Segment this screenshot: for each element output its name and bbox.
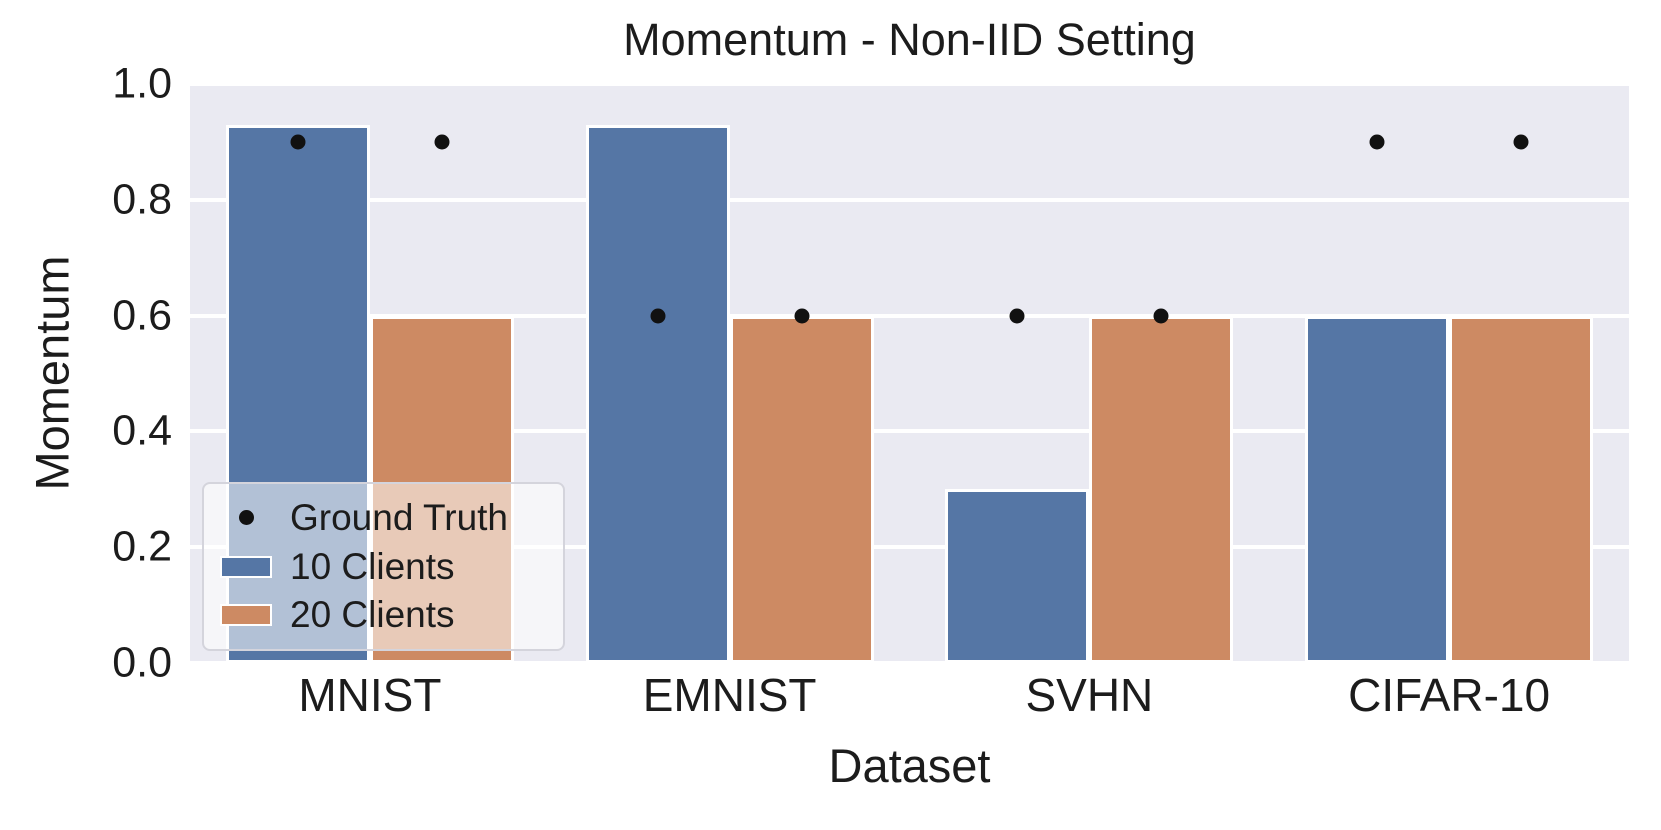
legend-item-20-clients: 20 Clients bbox=[218, 594, 549, 636]
bar-10-clients-emnist bbox=[585, 124, 730, 663]
bar-10-clients-cifar-10 bbox=[1305, 315, 1450, 663]
legend-dot-icon bbox=[218, 510, 274, 526]
y-tick-label: 0.8 bbox=[112, 175, 172, 224]
x-tick-label-svhn: SVHN bbox=[1025, 669, 1154, 721]
ground-truth-dot bbox=[290, 134, 306, 150]
legend-swatch-icon bbox=[218, 604, 274, 627]
gridline bbox=[190, 197, 1629, 202]
y-tick-label: 1.0 bbox=[112, 59, 172, 108]
ground-truth-dot bbox=[1513, 134, 1529, 150]
gridline bbox=[190, 84, 1629, 86]
bar-20-clients-svhn bbox=[1089, 315, 1234, 663]
legend-item-label: 20 Clients bbox=[290, 594, 455, 636]
ground-truth-dot bbox=[434, 134, 450, 150]
ground-truth-dot bbox=[1153, 308, 1169, 324]
legend: Ground Truth 10 Clients 20 Clients bbox=[202, 482, 565, 651]
x-tick-label-mnist: MNIST bbox=[298, 669, 442, 721]
y-tick-label: 0.6 bbox=[112, 291, 172, 340]
gridline bbox=[190, 545, 1629, 550]
ground-truth-dot bbox=[1009, 308, 1025, 324]
gridline bbox=[190, 661, 1629, 663]
legend-item-ground-truth: Ground Truth bbox=[218, 497, 549, 539]
y-tick-label: 0.4 bbox=[112, 406, 172, 455]
legend-item-10-clients: 10 Clients bbox=[218, 546, 549, 588]
dot-marker-icon bbox=[238, 510, 254, 526]
x-axis-label: Dataset bbox=[828, 739, 991, 792]
ground-truth-dot bbox=[650, 308, 666, 324]
gridline bbox=[190, 429, 1629, 434]
ground-truth-dot bbox=[1369, 134, 1385, 150]
bar-20-clients-emnist bbox=[729, 315, 874, 663]
y-tick-label: 0.0 bbox=[112, 638, 172, 687]
y-tick-label: 0.2 bbox=[112, 522, 172, 571]
legend-item-label: Ground Truth bbox=[290, 496, 509, 538]
chart-title: Momentum - Non-IID Setting bbox=[623, 14, 1196, 65]
bar-10-clients-svhn bbox=[945, 489, 1090, 663]
color-swatch-icon bbox=[220, 604, 272, 627]
gridline bbox=[190, 313, 1629, 318]
legend-swatch-icon bbox=[218, 555, 274, 578]
x-tick-label-emnist: EMNIST bbox=[642, 669, 817, 721]
color-swatch-icon bbox=[220, 555, 272, 578]
ground-truth-dot bbox=[794, 308, 810, 324]
legend-item-label: 10 Clients bbox=[290, 545, 455, 587]
x-tick-label-cifar-10: CIFAR-10 bbox=[1348, 669, 1551, 721]
bar-20-clients-cifar-10 bbox=[1449, 315, 1594, 663]
